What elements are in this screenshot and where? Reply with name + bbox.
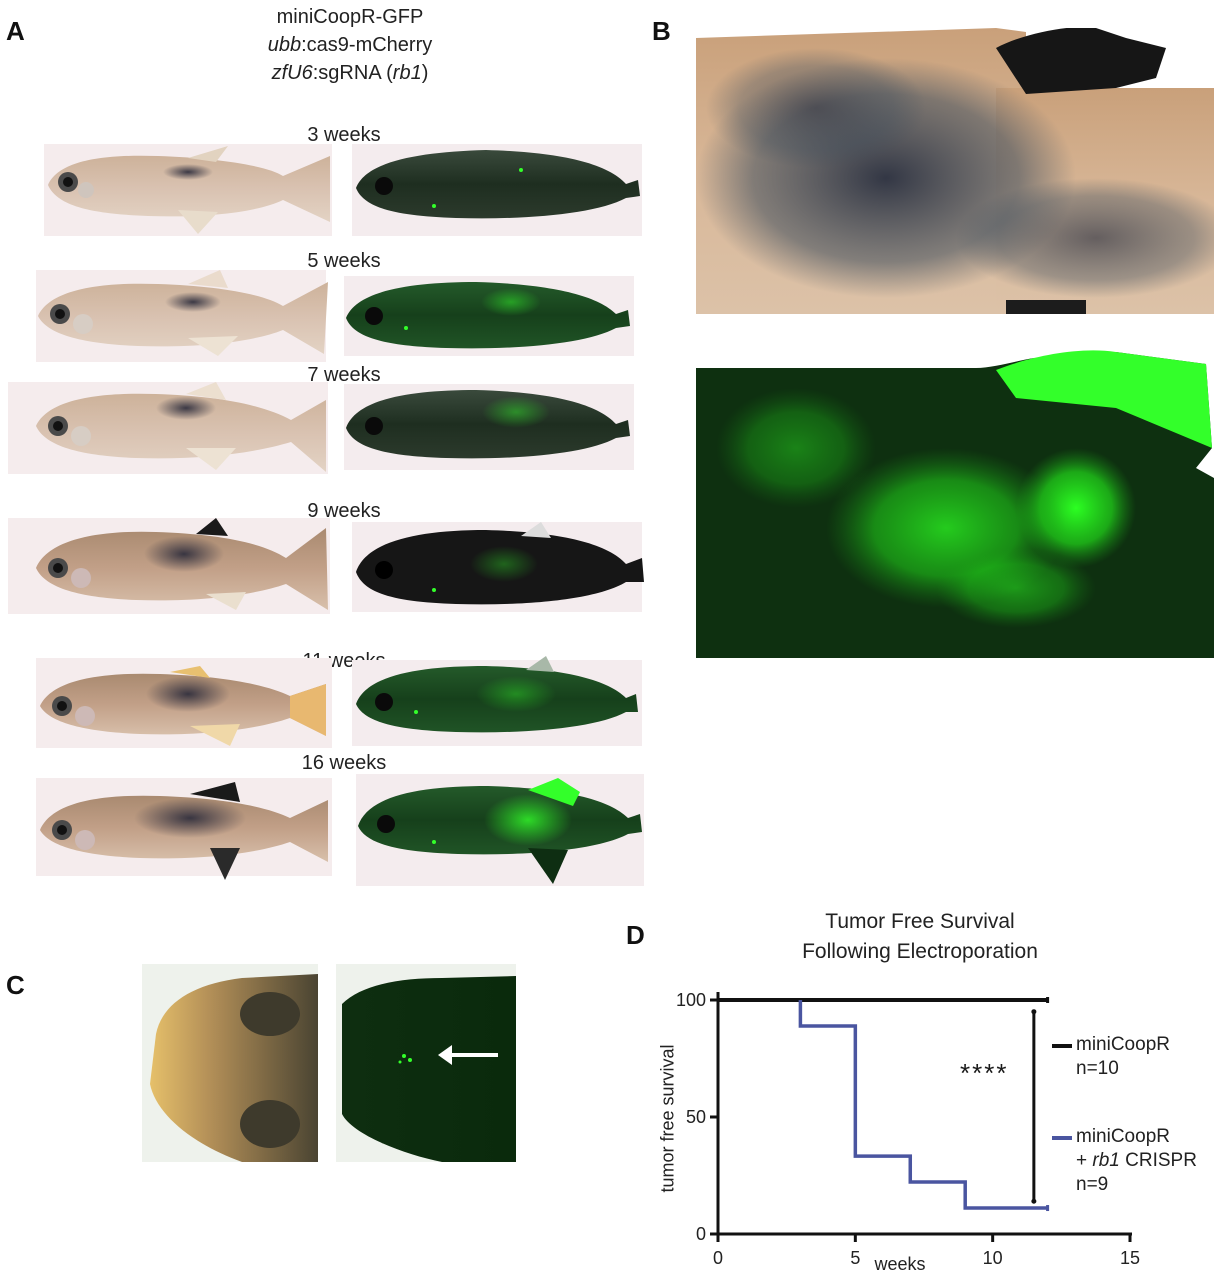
y-tick-label: 50 bbox=[686, 1107, 706, 1127]
week-label: 7 weeks bbox=[307, 364, 381, 386]
legend-swatch-control bbox=[1052, 1044, 1072, 1048]
survival-chart: 0 5 10 15 0 50 100 bbox=[676, 990, 1140, 1268]
x-tick-label: 15 bbox=[1120, 1248, 1140, 1268]
arrow-icon bbox=[438, 1045, 498, 1065]
significance-stars: **** bbox=[960, 1058, 1009, 1088]
week-label: 5 weeks bbox=[307, 250, 381, 272]
week-label: 16 weeks bbox=[301, 752, 387, 774]
x-tick-label: 0 bbox=[713, 1248, 723, 1268]
x-tick-label: 5 bbox=[850, 1248, 860, 1268]
chart-title-line1: Tumor Free Survival bbox=[825, 910, 1015, 933]
bracket-end bbox=[1031, 1198, 1037, 1204]
y-tick-label: 0 bbox=[696, 1224, 706, 1244]
panel-label-a: A bbox=[6, 16, 25, 46]
chart-title-line2: Following Electroporation bbox=[802, 940, 1038, 963]
y-axis-label: tumor free survival bbox=[657, 1044, 678, 1193]
panel-c-head-images bbox=[142, 964, 516, 1162]
series-line-crispr bbox=[798, 1000, 1048, 1210]
legend-label-crispr: miniCoopR + rb1 CRISPR n=9 bbox=[1076, 1126, 1197, 1195]
header-construct-2: ubb:cas9-mCherry bbox=[267, 34, 433, 56]
legend-swatch-crispr bbox=[1052, 1136, 1072, 1140]
panel-label-c: C bbox=[6, 970, 25, 1000]
header-construct-1: miniCoopR-GFP bbox=[276, 6, 424, 28]
y-tick-label: 100 bbox=[676, 990, 706, 1010]
panel-label-d: D bbox=[626, 920, 645, 950]
week-label: 3 weeks bbox=[307, 124, 381, 146]
week-label: 9 weeks bbox=[307, 500, 381, 522]
x-axis-label: weeks bbox=[874, 1254, 926, 1274]
legend-label-control: miniCoopR n=10 bbox=[1076, 1034, 1170, 1079]
panel-label-b: B bbox=[652, 16, 671, 46]
x-tick-label: 10 bbox=[983, 1248, 1003, 1268]
fish-timecourse-images bbox=[8, 144, 644, 886]
panel-b-closeup-images bbox=[696, 28, 1214, 658]
bracket-end bbox=[1031, 1009, 1037, 1015]
header-construct-3: zfU6:sgRNA (rb1) bbox=[271, 62, 429, 84]
